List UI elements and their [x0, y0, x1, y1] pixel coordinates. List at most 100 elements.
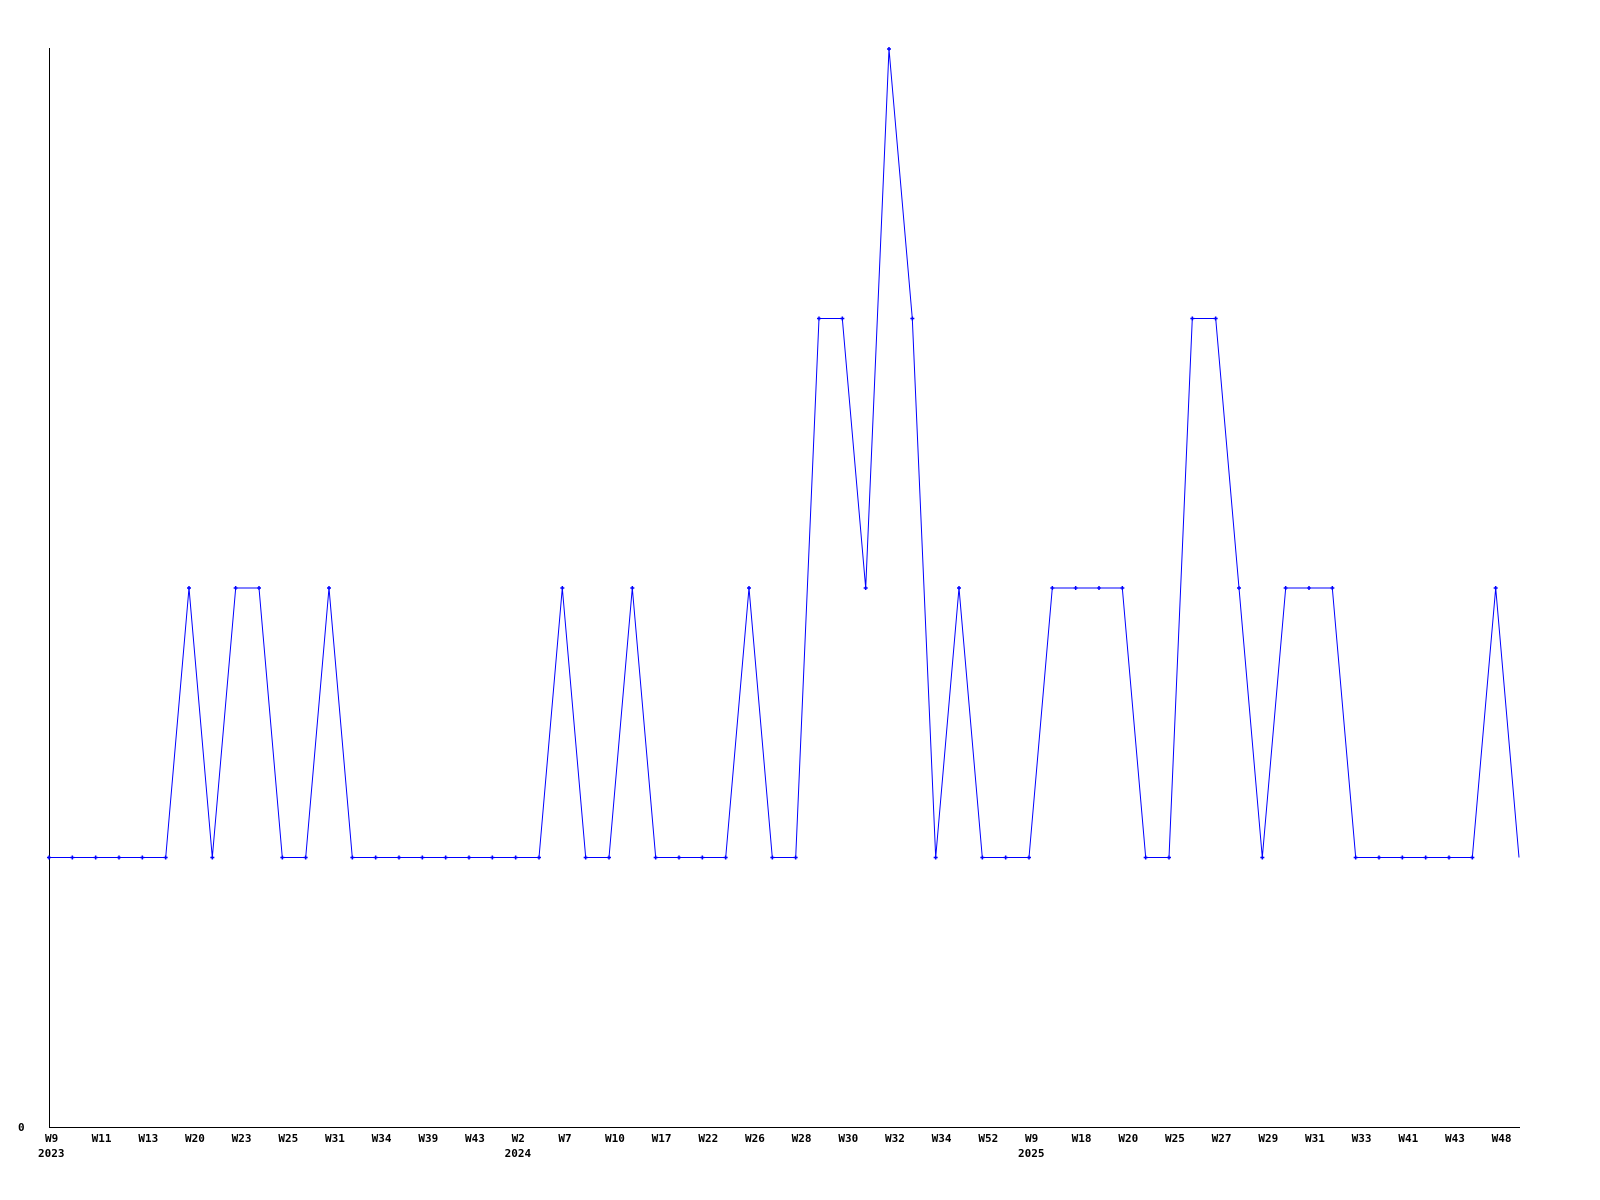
data-point [1190, 316, 1195, 321]
x-tick-label: W17 [652, 1132, 672, 1145]
data-point [93, 855, 98, 860]
data-point [350, 855, 355, 860]
data-point [607, 855, 611, 860]
data-point [677, 855, 681, 860]
data-point [1143, 855, 1148, 860]
data-point [1307, 586, 1311, 590]
x-tick-label: W9 [1025, 1132, 1038, 1145]
data-point [933, 855, 938, 860]
data-point [1003, 855, 1008, 860]
x-tick-label: W39 [418, 1132, 438, 1145]
data-point [1120, 586, 1125, 590]
x-tick-label: W48 [1492, 1132, 1512, 1145]
data-point [443, 855, 448, 860]
data-point [490, 855, 495, 860]
x-tick-label: W30 [838, 1132, 858, 1145]
x-tick-label: W20 [1118, 1132, 1138, 1145]
data-point [467, 855, 471, 860]
data-point [140, 855, 145, 860]
data-point [47, 855, 51, 860]
data-point [537, 855, 541, 860]
data-point [1260, 855, 1265, 860]
x-year-label: 2023 [38, 1147, 65, 1160]
x-tick-label: W23 [232, 1132, 252, 1145]
data-point [373, 855, 378, 860]
data-point [723, 855, 728, 860]
data-point [817, 316, 821, 321]
x-tick-label: W33 [1352, 1132, 1372, 1145]
data-point [910, 316, 915, 321]
y-tick-label: 0 [18, 1121, 25, 1134]
data-point [1423, 855, 1428, 860]
data-point [653, 855, 658, 860]
x-tick-label: W7 [558, 1132, 571, 1145]
x-tick-label: W32 [885, 1132, 905, 1145]
x-tick-label: W43 [1445, 1132, 1465, 1145]
data-point [233, 586, 238, 590]
x-tick-label: W26 [745, 1132, 765, 1145]
data-point [1377, 855, 1381, 860]
data-point [560, 586, 565, 590]
data-point [793, 855, 798, 860]
x-tick-label: W13 [138, 1132, 158, 1145]
data-point [420, 855, 425, 860]
data-point [303, 855, 308, 860]
data-point [747, 586, 751, 590]
data-point [863, 586, 868, 590]
data-point [1167, 855, 1171, 860]
series-line [49, 48, 1520, 858]
x-tick-label: W41 [1398, 1132, 1418, 1145]
x-tick-label: W11 [92, 1132, 112, 1145]
x-tick-label: W25 [1165, 1132, 1185, 1145]
data-point [280, 855, 285, 860]
data-point [1073, 586, 1078, 590]
x-tick-label: W9 [45, 1132, 58, 1145]
data-point [770, 855, 775, 860]
data-point [700, 855, 705, 860]
x-tick-label: W10 [605, 1132, 625, 1145]
data-point [1213, 316, 1218, 321]
data-point [397, 855, 401, 860]
data-point [630, 586, 635, 590]
x-tick-label: W29 [1258, 1132, 1278, 1145]
x-tick-label: W52 [978, 1132, 998, 1145]
data-point [887, 47, 891, 51]
data-point [163, 855, 168, 860]
data-point [583, 855, 588, 860]
data-point [117, 855, 121, 860]
data-point [840, 316, 845, 321]
data-point [957, 586, 961, 590]
data-point [70, 855, 75, 860]
data-point [327, 586, 331, 590]
x-year-label: 2025 [1018, 1147, 1045, 1160]
x-tick-label: W28 [792, 1132, 812, 1145]
data-point [980, 855, 985, 860]
x-tick-label: W31 [1305, 1132, 1325, 1145]
x-tick-label: W27 [1212, 1132, 1232, 1145]
data-point [1050, 586, 1055, 590]
data-point [1097, 586, 1101, 590]
x-tick-label: W18 [1072, 1132, 1092, 1145]
data-point [1400, 855, 1405, 860]
data-point [1493, 586, 1498, 590]
data-point [1027, 855, 1031, 860]
data-point [1447, 855, 1451, 860]
x-tick-label: W2 [512, 1132, 525, 1145]
data-point [1283, 586, 1288, 590]
x-year-label: 2024 [505, 1147, 532, 1160]
data-point [187, 586, 191, 590]
data-point [1353, 855, 1358, 860]
data-point [513, 855, 518, 860]
data-point [257, 586, 261, 590]
x-tick-label: W31 [325, 1132, 345, 1145]
data-point [1330, 586, 1335, 590]
data-point [210, 855, 215, 860]
x-tick-label: W20 [185, 1132, 205, 1145]
x-tick-label: W25 [278, 1132, 298, 1145]
data-point [1470, 855, 1475, 860]
x-tick-label: W34 [372, 1132, 392, 1145]
x-tick-label: W34 [932, 1132, 952, 1145]
data-point [1237, 586, 1241, 590]
x-tick-label: W22 [698, 1132, 718, 1145]
